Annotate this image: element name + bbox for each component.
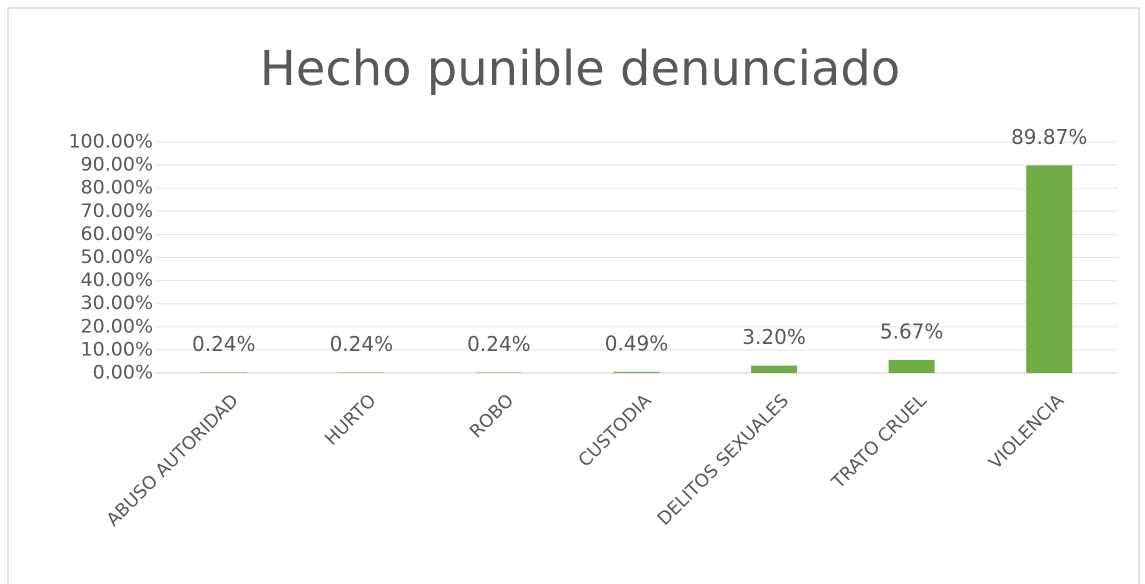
y-tick-label: 10.00% xyxy=(81,338,153,360)
y-tick-label: 60.00% xyxy=(81,223,153,245)
data-label: 3.20% xyxy=(742,325,806,349)
bar xyxy=(475,372,522,373)
chart-title: Hecho punible denunciado xyxy=(260,41,901,97)
y-tick-label: 40.00% xyxy=(81,269,153,291)
data-label: 89.87% xyxy=(1011,125,1087,149)
bar xyxy=(751,365,798,373)
y-tick-label: 80.00% xyxy=(81,177,153,199)
data-label: 5.67% xyxy=(880,319,944,343)
bar xyxy=(200,372,247,373)
y-tick-label: 90.00% xyxy=(81,154,153,176)
data-label: 0.49% xyxy=(605,331,669,355)
bar xyxy=(1026,165,1073,373)
bar xyxy=(888,359,935,373)
y-tick-label: 20.00% xyxy=(81,315,153,337)
data-label: 0.24% xyxy=(192,332,256,356)
y-tick-label: 100.00% xyxy=(68,131,153,153)
y-tick-label: 30.00% xyxy=(81,292,153,314)
chart-frame xyxy=(7,7,1140,584)
bar xyxy=(613,371,660,373)
y-tick-label: 0.00% xyxy=(93,362,153,384)
data-label: 0.24% xyxy=(330,332,394,356)
y-tick-label: 50.00% xyxy=(81,246,153,268)
data-label: 0.24% xyxy=(467,332,531,356)
y-tick-label: 70.00% xyxy=(81,200,153,222)
bar xyxy=(338,372,385,373)
